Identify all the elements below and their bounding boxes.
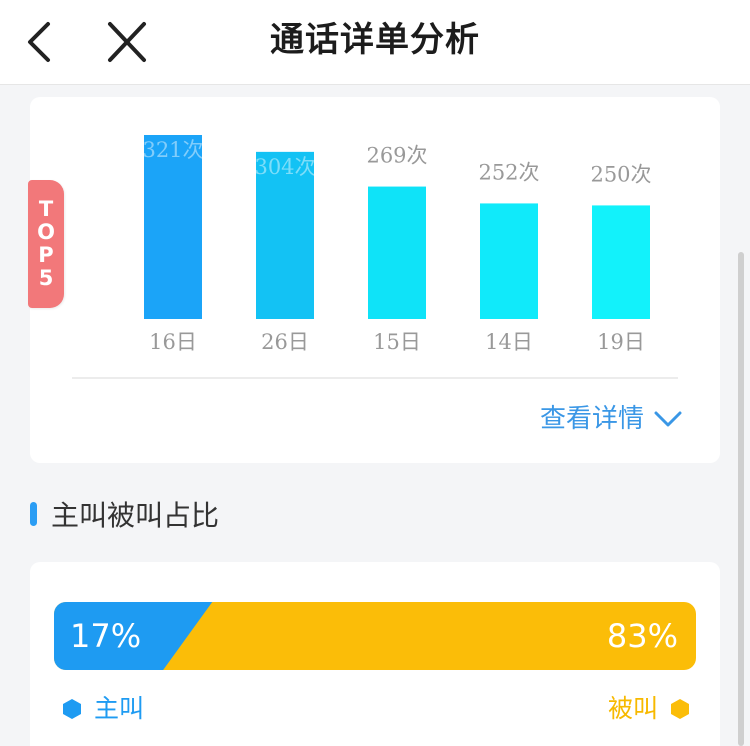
x-tick-label: 26日 xyxy=(261,330,309,354)
section-marker xyxy=(30,502,37,526)
top-call-days-card: 321次 16日 304次 26日 269次 15日 252次 14日 250次 19日 查看详情 xyxy=(30,97,720,463)
top5-badge-letter: O xyxy=(37,220,55,244)
bar-value-label: 269次 xyxy=(366,144,427,168)
callee-percent: 83% xyxy=(606,617,678,655)
callee-legend-label: 被叫 xyxy=(607,694,658,723)
view-details-link[interactable]: 查看详情 xyxy=(540,399,682,439)
x-tick-label: 19日 xyxy=(597,330,645,354)
bar-value-label: 250次 xyxy=(590,162,651,186)
top5-badge-letter: T xyxy=(38,197,54,221)
chevron-down-icon xyxy=(654,411,682,427)
caller-percent: 17% xyxy=(70,617,142,655)
bar-value-label: 252次 xyxy=(478,160,539,184)
ratio-bar-graphic xyxy=(54,602,696,670)
view-details-label: 查看详情 xyxy=(539,404,644,434)
callee-legend: 被叫 xyxy=(608,692,690,726)
caller-segment xyxy=(54,602,213,670)
bar-19日 xyxy=(592,205,650,319)
call-ratio-card: 17% 83% 主叫 被叫 xyxy=(30,562,720,746)
bar-16日 xyxy=(144,135,202,319)
section-header: 主叫被叫占比 xyxy=(30,492,219,536)
close-button[interactable] xyxy=(98,16,154,68)
caller-legend: 主叫 xyxy=(62,692,144,726)
close-icon xyxy=(108,22,146,62)
x-tick-label: 15日 xyxy=(373,330,421,354)
x-tick-label: 14日 xyxy=(485,330,533,354)
hexagon-icon xyxy=(63,699,81,719)
section-title: 主叫被叫占比 xyxy=(51,499,220,532)
top5-badge-letter: P xyxy=(38,243,54,267)
back-button[interactable] xyxy=(12,16,68,68)
scrollbar[interactable] xyxy=(738,252,744,746)
bar-value-label: 304次 xyxy=(254,155,315,179)
bar-15日 xyxy=(368,186,426,319)
top5-badge-letter: 5 xyxy=(38,266,54,290)
bar-value-label: 321次 xyxy=(142,138,203,162)
header-bar: 通话详单分析 xyxy=(0,0,750,85)
page-title: 通话详单分析 xyxy=(270,20,480,60)
top5-badge: T O P 5 xyxy=(28,180,64,308)
card-divider xyxy=(72,377,678,379)
top5-bar-chart: 321次 16日 304次 26日 269次 15日 252次 14日 250次 19日 xyxy=(142,135,652,354)
caller-legend-label: 主叫 xyxy=(94,694,145,723)
bar-26日 xyxy=(256,151,314,319)
chevron-left-icon xyxy=(28,22,50,62)
call-ratio-bar: 17% 83% xyxy=(54,602,696,670)
bar-14日 xyxy=(480,203,538,319)
x-tick-label: 16日 xyxy=(149,330,197,354)
hexagon-icon xyxy=(671,699,689,719)
